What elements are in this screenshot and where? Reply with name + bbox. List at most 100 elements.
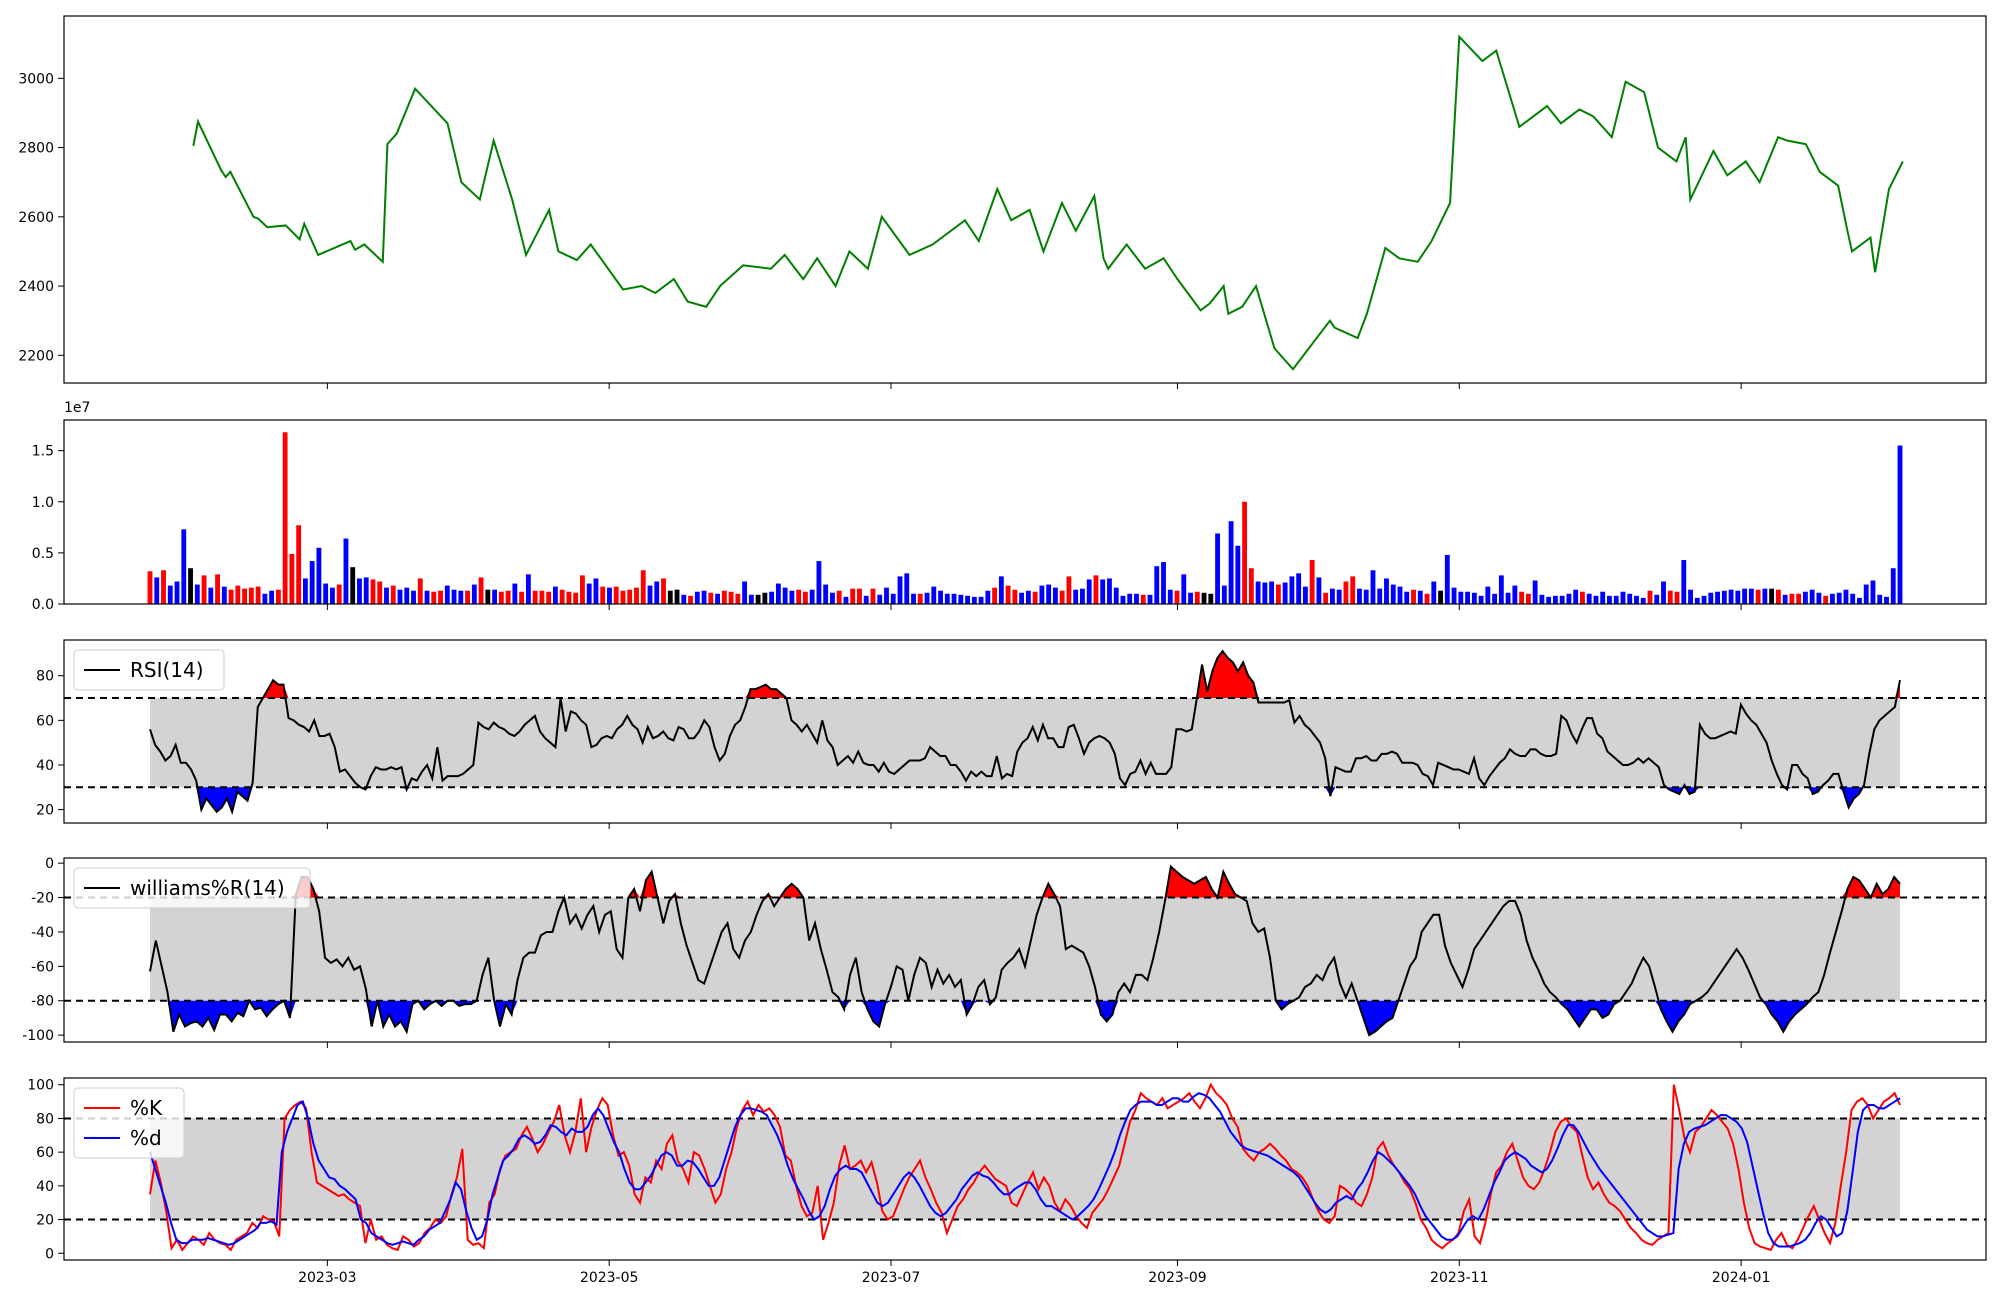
- volume-bar: [1161, 562, 1166, 604]
- volume-bar: [1519, 591, 1525, 604]
- volume-bar: [1654, 594, 1660, 604]
- xtick-label: 2023-11: [1430, 1270, 1489, 1286]
- volume-bar: [1309, 560, 1315, 604]
- volume-bar: [634, 587, 639, 604]
- volume-bar: [958, 594, 964, 604]
- volume-bar: [904, 573, 910, 604]
- volume-bar: [1255, 581, 1261, 604]
- volume-bar: [167, 585, 173, 604]
- stochastic-ytick-label: 100: [27, 1078, 54, 1094]
- volume-bar: [363, 577, 369, 604]
- volume-bar: [1248, 568, 1254, 604]
- volume-bar: [282, 432, 288, 604]
- volume-bar: [215, 574, 220, 604]
- williams-r-ytick-label: -80: [31, 994, 54, 1010]
- volume-bar: [1350, 576, 1356, 604]
- volume-bar: [255, 586, 261, 604]
- volume-bar: [1052, 587, 1058, 604]
- volume-bar: [478, 577, 484, 604]
- stochastic-legend-label: %d: [130, 1126, 162, 1150]
- volume-bar: [1532, 580, 1538, 604]
- volume-bar: [789, 590, 795, 604]
- volume-bar: [1789, 593, 1795, 604]
- williams-r-ytick-label: -20: [31, 891, 54, 907]
- volume-bar: [485, 589, 491, 604]
- volume-bar: [1411, 589, 1416, 604]
- volume-bar: [1397, 586, 1403, 604]
- volume-bar: [451, 589, 457, 604]
- rsi-legend-label: RSI(14): [130, 658, 204, 682]
- volume-bar: [857, 588, 862, 604]
- volume-bar: [1634, 595, 1639, 604]
- volume-bar: [1816, 592, 1822, 604]
- volume-bar: [613, 586, 619, 604]
- volume-bar: [607, 587, 612, 604]
- volume-bar: [762, 592, 768, 604]
- volume-bar: [809, 589, 815, 604]
- stoch-d-line: [149, 1092, 1901, 1248]
- stochastic-panel: 0 20 40 60 80 100 %K %d 2023-03 2023-05 2023-07 202…: [27, 1077, 1987, 1286]
- volume-bar: [1120, 595, 1126, 604]
- volume-bar: [208, 587, 214, 604]
- volume-bar: [1289, 576, 1295, 604]
- volume-bar: [411, 590, 416, 604]
- volume-bar: [890, 593, 896, 604]
- volume-bar: [289, 553, 295, 604]
- williams-r-ytick-label: 0: [45, 856, 54, 872]
- volume-bar: [1674, 591, 1680, 604]
- volume-ytick-label: 0.5: [32, 546, 54, 562]
- xtick-label: 2023-03: [298, 1270, 357, 1286]
- volume-bar: [1438, 590, 1443, 604]
- volume-bar: [384, 587, 389, 604]
- volume-bar: [1086, 579, 1092, 604]
- volume-bar: [559, 589, 565, 604]
- volume-bar: [1782, 594, 1788, 604]
- volume-bar: [1242, 501, 1248, 604]
- xtick-label: 2023-07: [862, 1270, 921, 1286]
- volume-bar: [1066, 576, 1072, 604]
- volume-bar: [769, 591, 775, 604]
- volume-bar: [525, 574, 531, 604]
- volume-bar: [1458, 591, 1464, 604]
- volume-bar: [424, 590, 430, 604]
- volume-bar: [370, 579, 376, 604]
- volume-bar: [397, 589, 403, 604]
- volume-bar: [1201, 592, 1207, 604]
- volume-bar: [1357, 588, 1362, 604]
- volume-bar: [350, 567, 356, 604]
- volume-bar: [593, 578, 599, 604]
- volume-bar: [573, 592, 579, 604]
- volume-bar: [708, 592, 714, 604]
- volume-bar: [1336, 589, 1342, 604]
- volume-bar: [1870, 580, 1876, 604]
- volume-bar: [1715, 591, 1720, 604]
- volume-bar: [269, 590, 275, 604]
- volume-bar: [971, 596, 977, 604]
- volume-bar: [715, 593, 720, 604]
- price-ytick-label: 3000: [18, 71, 54, 87]
- volume-bar: [600, 586, 606, 604]
- volume-bar: [228, 589, 234, 604]
- volume-bar: [1228, 521, 1234, 604]
- volume-bar: [1566, 593, 1572, 604]
- stochastic-legend: [73, 1087, 185, 1159]
- volume-ytick-label: 1.0: [32, 495, 54, 511]
- volume-bar: [1512, 585, 1518, 604]
- volume-bar: [1039, 585, 1045, 604]
- volume-bar: [681, 594, 687, 604]
- volume-bar: [1586, 593, 1592, 604]
- volume-bar: [519, 591, 525, 604]
- volume-bar: [992, 587, 998, 604]
- volume-bar: [552, 586, 558, 604]
- stochastic-band: [150, 1118, 1900, 1220]
- volume-bar: [1181, 574, 1187, 604]
- rsi-ytick-label: 60: [36, 713, 54, 729]
- volume-bar: [1755, 589, 1761, 604]
- panel-frame-4: [63, 1077, 1987, 1261]
- volume-bar: [1275, 584, 1281, 604]
- volume-bar: [1607, 595, 1612, 604]
- volume-bar: [1404, 591, 1410, 604]
- volume-ytick-label: 0.0: [32, 597, 54, 613]
- volume-bar: [938, 590, 943, 604]
- volume-bar: [1140, 594, 1146, 604]
